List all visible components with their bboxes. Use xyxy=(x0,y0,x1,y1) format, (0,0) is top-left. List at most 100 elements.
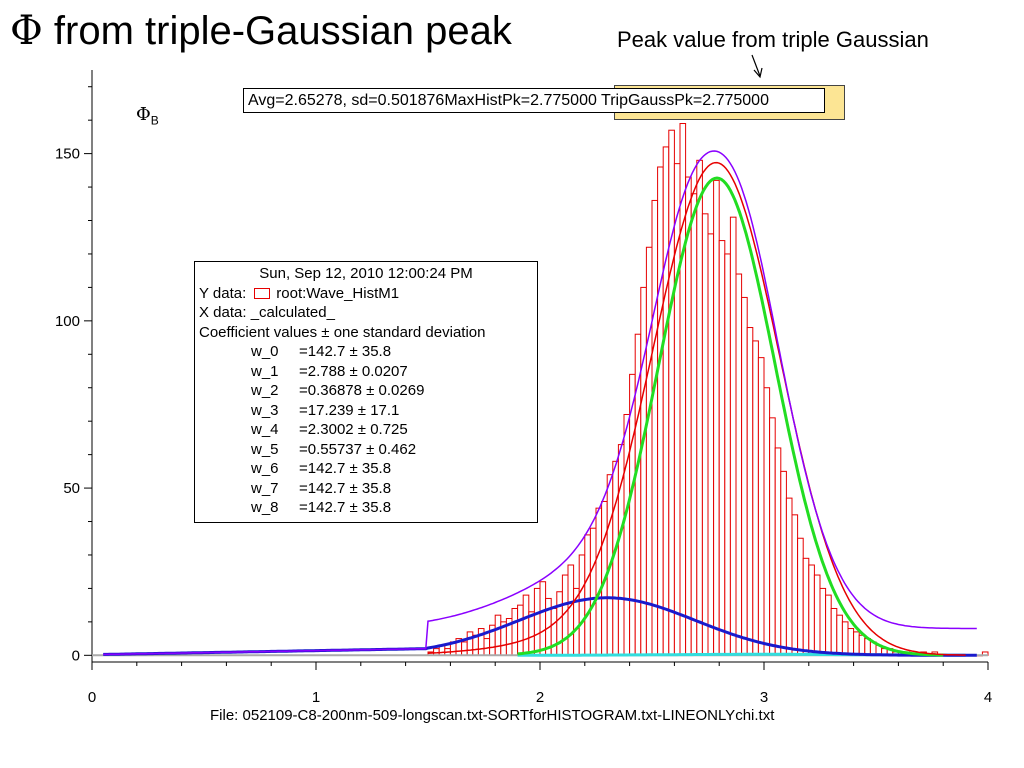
legend-coef-row: w_1 =2.788 ± 0.0207 xyxy=(199,362,533,382)
histogram-bar xyxy=(718,240,726,656)
histogram-bar xyxy=(780,470,787,656)
x-tick-label: 2 xyxy=(536,689,544,706)
histogram-bar xyxy=(841,621,849,656)
histogram-bar xyxy=(791,514,799,656)
histogram-bar xyxy=(685,176,692,656)
coef-value: =0.55737 ± 0.462 xyxy=(299,440,417,458)
coef-name: w_8 xyxy=(251,499,279,516)
y-tick-label: 50 xyxy=(63,480,80,497)
legend-coef-row: w_5 =0.55737 ± 0.462 xyxy=(199,440,533,460)
coef-name: w_7 xyxy=(251,479,279,497)
histogram-bar xyxy=(589,527,597,656)
histogram-bar xyxy=(662,146,670,656)
legend-xdata: X data: _calculated_ xyxy=(199,304,335,321)
y-axis-name: ΦB xyxy=(136,104,159,128)
histogram-bar xyxy=(651,199,659,656)
y-phi-symbol: Φ xyxy=(136,104,151,125)
histogram-bar xyxy=(808,564,815,656)
fit-curve-purple xyxy=(103,150,977,656)
y-tick-label: 100 xyxy=(55,313,80,330)
histogram-bar xyxy=(550,607,558,656)
slide-title: Φ from triple-Gaussian peak xyxy=(10,8,512,54)
histogram-bar xyxy=(528,611,535,656)
callout-arrowhead xyxy=(753,67,763,79)
x-tick-label: 3 xyxy=(760,689,768,706)
histogram-bar xyxy=(847,628,855,656)
legend-coef-row: w_6 =142.7 ± 35.8 xyxy=(199,459,533,479)
histogram-bar xyxy=(511,607,519,656)
coef-value: =142.7 ± 35.8 xyxy=(299,479,392,497)
coef-name: w_5 xyxy=(251,440,279,458)
histogram-bar xyxy=(517,604,524,656)
histogram-bar xyxy=(797,537,804,656)
histogram-bar xyxy=(657,166,664,656)
histogram-bar xyxy=(461,641,468,656)
coef-value: =17.239 ± 17.1 xyxy=(299,401,400,419)
y-subscript: B xyxy=(150,113,159,128)
y-tick-label: 0 xyxy=(72,647,80,664)
histogram-bar xyxy=(483,638,491,656)
histogram-bar xyxy=(668,129,675,656)
histogram-bar xyxy=(813,574,821,656)
file-label: File: 052109-C8-200nm-509-longscan.txt-S… xyxy=(210,707,775,724)
callout-arrow xyxy=(751,54,761,77)
coef-value: =0.36878 ± 0.0269 xyxy=(299,382,425,399)
histogram-bar xyxy=(567,564,575,656)
histogram-bar xyxy=(729,216,737,656)
histogram-bar xyxy=(853,631,860,656)
histogram-bar xyxy=(578,554,586,656)
histogram-bar xyxy=(466,631,474,656)
histogram-bar xyxy=(757,357,765,656)
legend-coef-row: w_0 =142.7 ± 35.8 xyxy=(199,342,533,362)
histogram-bar xyxy=(858,634,866,656)
title-phi-symbol: Φ xyxy=(10,8,43,54)
histogram-bar xyxy=(533,587,541,656)
histogram-bar xyxy=(595,507,603,656)
title-text: from triple-Gaussian peak xyxy=(42,9,512,53)
fit-curve-green xyxy=(517,176,944,657)
histogram-bar xyxy=(629,373,636,656)
histogram-bar xyxy=(774,447,782,656)
histogram-bar xyxy=(819,587,827,656)
coef-name: w_0 xyxy=(251,343,279,360)
y-tick-label: 150 xyxy=(55,146,80,163)
legend-coef-row: w_4 =2.3002 ± 0.725 xyxy=(199,420,533,440)
histogram-bar xyxy=(623,413,631,656)
fit-curve-red xyxy=(427,161,966,656)
coef-name: w_2 xyxy=(251,382,279,399)
x-tick-label: 4 xyxy=(984,689,992,706)
histogram-bar xyxy=(494,614,502,656)
histogram-bar xyxy=(769,417,776,656)
histogram-bar xyxy=(690,193,698,656)
coef-value: =142.7 ± 35.8 xyxy=(299,343,392,360)
legend-ydata-label: Y data: xyxy=(199,284,247,302)
histogram-bar xyxy=(701,213,709,656)
coef-value: =2.788 ± 0.0207 xyxy=(299,362,408,380)
coef-name: w_4 xyxy=(251,421,279,438)
histogram-bar xyxy=(825,594,832,656)
legend-coef-row: w_2 =0.36878 ± 0.0269 xyxy=(199,381,533,401)
coef-name: w_6 xyxy=(251,460,279,477)
legend-coef-row: w_8 =142.7 ± 35.8 xyxy=(199,498,533,518)
legend-coef-header: Coefficient values ± one standard deviat… xyxy=(199,323,486,341)
histogram-bar xyxy=(802,557,810,656)
callout-label: Peak value from triple Gaussian xyxy=(617,27,929,52)
histogram-bar xyxy=(830,607,838,656)
legend-coef-row: w_7 =142.7 ± 35.8 xyxy=(199,479,533,499)
histogram-bar xyxy=(752,340,759,656)
x-tick-label: 1 xyxy=(312,689,320,706)
histogram-bar xyxy=(584,534,591,656)
histogram-bar xyxy=(785,497,793,656)
legend-ydata-value: root:Wave_HistM1 xyxy=(276,284,400,302)
histogram-bar xyxy=(724,253,731,656)
coef-value: =2.3002 ± 0.725 xyxy=(299,421,408,438)
histogram-bar xyxy=(645,246,653,656)
histogram-bar xyxy=(746,327,754,656)
histogram-bar xyxy=(696,159,703,656)
coef-name: w_3 xyxy=(251,401,279,419)
legend-coef-row: w_3 =17.239 ± 17.1 xyxy=(199,401,533,421)
histogram-bar xyxy=(707,233,715,656)
histogram-bar xyxy=(522,594,530,656)
histogram-bar xyxy=(735,273,743,656)
